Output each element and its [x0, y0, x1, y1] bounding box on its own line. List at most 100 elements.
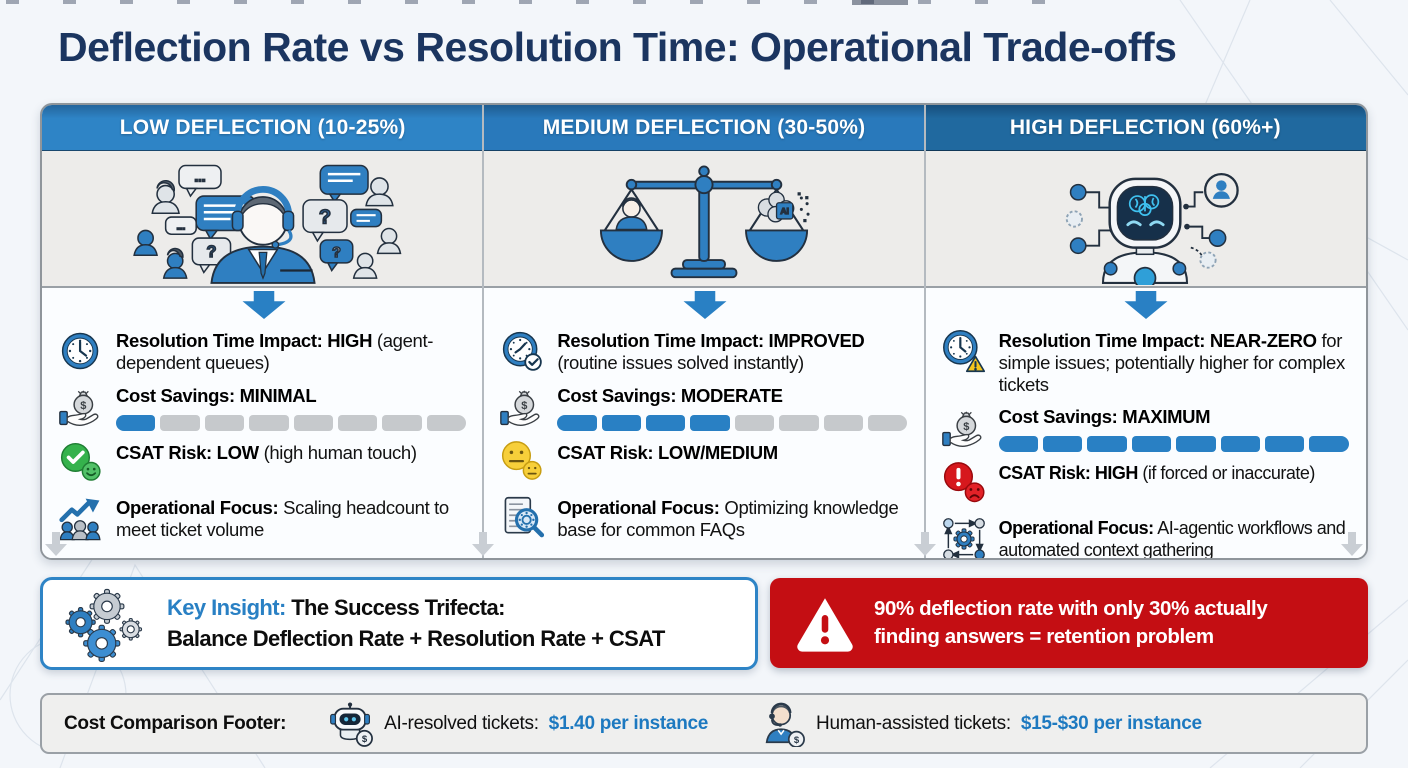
human-cost-value: $15-$30 per instance — [1020, 712, 1202, 734]
top-edge-cropped-marks — [6, 0, 1066, 4]
growth-arrow-people-icon — [58, 495, 104, 541]
warning-text: 90% deflection rate with only 30% actual… — [874, 595, 1268, 650]
red-alert-sad-face-icon — [941, 461, 987, 507]
svg-text:$: $ — [80, 400, 86, 412]
gears-icon — [65, 588, 143, 662]
bar-segment — [1043, 436, 1083, 453]
divider-down-arrow-icon — [45, 532, 67, 556]
column-divider — [923, 105, 926, 558]
bar-segment — [116, 414, 156, 431]
operational-focus-row: Operational Focus: AI-agentic workflows … — [941, 516, 1352, 560]
csat-risk-row: CSAT Risk: LOW (high human touch) — [58, 440, 469, 486]
resolution-time-detail: (routine issues solved instantly) — [557, 351, 804, 373]
csat-risk-label: CSAT Risk: LOW — [116, 441, 259, 463]
money-bag-hand-icon: $ — [58, 383, 104, 429]
top-edge-cropped-mark — [852, 0, 908, 5]
bar-segment — [293, 414, 333, 431]
cost-savings-row: $ Cost Savings: MAXIMUM — [941, 404, 1352, 453]
cost-comparison-footer: Cost Comparison Footer: $ AI-resolved ti… — [40, 693, 1368, 754]
bar-segment — [646, 414, 686, 431]
svg-text:$: $ — [522, 400, 528, 412]
csat-risk-label: CSAT Risk: LOW/MEDIUM — [557, 441, 778, 463]
ai-robot-illustration — [1066, 172, 1240, 285]
operational-focus-row: Operational Focus: Optimizing knowledge … — [499, 495, 910, 541]
csat-risk-detail: (if forced or inaccurate) — [1142, 463, 1315, 484]
operational-focus-label: Operational Focus: — [116, 496, 279, 518]
key-insight-label: Key Insight: — [167, 594, 286, 620]
cost-savings-label: Cost Savings: MINIMAL — [116, 385, 317, 406]
operational-focus-label: Operational Focus: — [998, 518, 1155, 539]
green-check-smiley-icon — [58, 440, 104, 486]
cost-savings-bar — [998, 436, 1349, 453]
operational-focus-label: Operational Focus: — [557, 496, 720, 518]
warning-triangle-icon — [797, 598, 853, 652]
bar-segment — [557, 414, 597, 431]
page-title: Deflection Rate vs Resolution Time: Oper… — [58, 24, 1177, 70]
resolution-time-label: Resolution Time Impact: IMPROVED — [557, 330, 865, 351]
bar-segment — [998, 436, 1039, 453]
ai-cost-value: $1.40 per instance — [548, 712, 709, 734]
svg-text:...: ... — [194, 170, 205, 185]
cost-savings-bar — [557, 414, 908, 431]
resolution-time-detail: for simple issues; potentially higher fo… — [998, 330, 1346, 395]
details-medium: Resolution Time Impact: IMPROVED (routin… — [483, 288, 925, 558]
bar-segment — [160, 414, 200, 431]
bar-segment — [1309, 436, 1349, 453]
bar-segment — [1176, 436, 1216, 453]
bar-segment — [734, 414, 775, 431]
svg-text:?: ? — [206, 243, 216, 261]
column-high-deflection: HIGH DEFLECTION (60%+) — [924, 105, 1366, 560]
warning-box: 90% deflection rate with only 30% actual… — [770, 578, 1368, 668]
csat-risk-label: CSAT Risk: HIGH — [998, 463, 1139, 484]
svg-text:...: ... — [176, 220, 185, 232]
bar-segment — [690, 414, 730, 431]
robot-dollar-icon: $ — [330, 702, 374, 747]
money-bag-hand-icon: $ — [499, 383, 545, 429]
ai-workflow-gear-icon — [941, 516, 987, 558]
bar-segment — [779, 414, 819, 431]
svg-text:?: ? — [332, 245, 341, 261]
bar-segment — [1087, 436, 1127, 453]
bar-segment — [382, 414, 422, 431]
ai-cost-prefix: AI-resolved tickets: — [384, 712, 539, 734]
svg-text:AI: AI — [780, 206, 789, 216]
cost-savings-label: Cost Savings: MAXIMUM — [998, 406, 1211, 428]
bar-segment — [249, 414, 289, 431]
bar-segment — [1131, 436, 1172, 453]
cost-savings-row: $ Cost Savings: MINIMAL — [58, 383, 469, 431]
column-header-low: LOW DEFLECTION (10-25%) — [42, 105, 484, 151]
resolution-time-label: Resolution Time Impact: HIGH — [116, 330, 373, 351]
svg-text:$: $ — [362, 733, 368, 744]
warning-line1: 90% deflection rate with only 30% actual… — [874, 597, 1268, 621]
svg-text:$: $ — [963, 421, 969, 433]
operational-focus-detail: Optimizing knowledge base for common FAQ… — [557, 496, 899, 540]
column-medium-deflection: MEDIUM DEFLECTION (30-50%) — [483, 105, 925, 558]
warning-line2: finding answers = retention problem — [874, 625, 1214, 648]
svg-text:$: $ — [794, 734, 800, 745]
illustration-balance-scale: AI — [483, 151, 925, 288]
balance-scale-illustration: AI — [599, 165, 810, 279]
yellow-neutral-face-icon — [499, 440, 545, 486]
resolution-time-row: Resolution Time Impact: NEAR-ZERO for si… — [941, 328, 1352, 395]
money-bag-hand-icon: $ — [941, 404, 987, 450]
human-cost-item: $ Human-assisted tickets: $15-$30 per in… — [760, 701, 1202, 747]
csat-risk-row: CSAT Risk: LOW/MEDIUM — [499, 440, 910, 486]
bar-segment — [426, 414, 466, 431]
illustration-call-center: ... ... ? — [42, 151, 484, 288]
footer-label: Cost Comparison Footer: — [64, 712, 287, 734]
key-insight-box: Key Insight: The Success Trifecta: Balan… — [40, 577, 758, 670]
operational-focus-detail: AI-agentic workflows and automated conte… — [998, 518, 1346, 560]
down-arrow-icon — [242, 291, 286, 319]
call-center-illustration: ... ... ? — [132, 164, 402, 284]
column-header-high: HIGH DEFLECTION (60%+) — [924, 105, 1366, 151]
clock-warning-icon — [941, 328, 987, 374]
svg-text:?: ? — [319, 207, 331, 229]
divider-down-arrow-icon — [1341, 532, 1363, 556]
key-insight-heading: The Success Trifecta: — [291, 594, 505, 620]
operational-focus-row: Operational Focus: Scaling headcount to … — [58, 495, 469, 541]
resolution-time-label: Resolution Time Impact: NEAR-ZERO — [998, 330, 1317, 351]
column-header-medium: MEDIUM DEFLECTION (30-50%) — [483, 105, 925, 151]
cost-savings-label: Cost Savings: MODERATE — [557, 385, 783, 406]
cost-savings-bar — [116, 414, 466, 431]
